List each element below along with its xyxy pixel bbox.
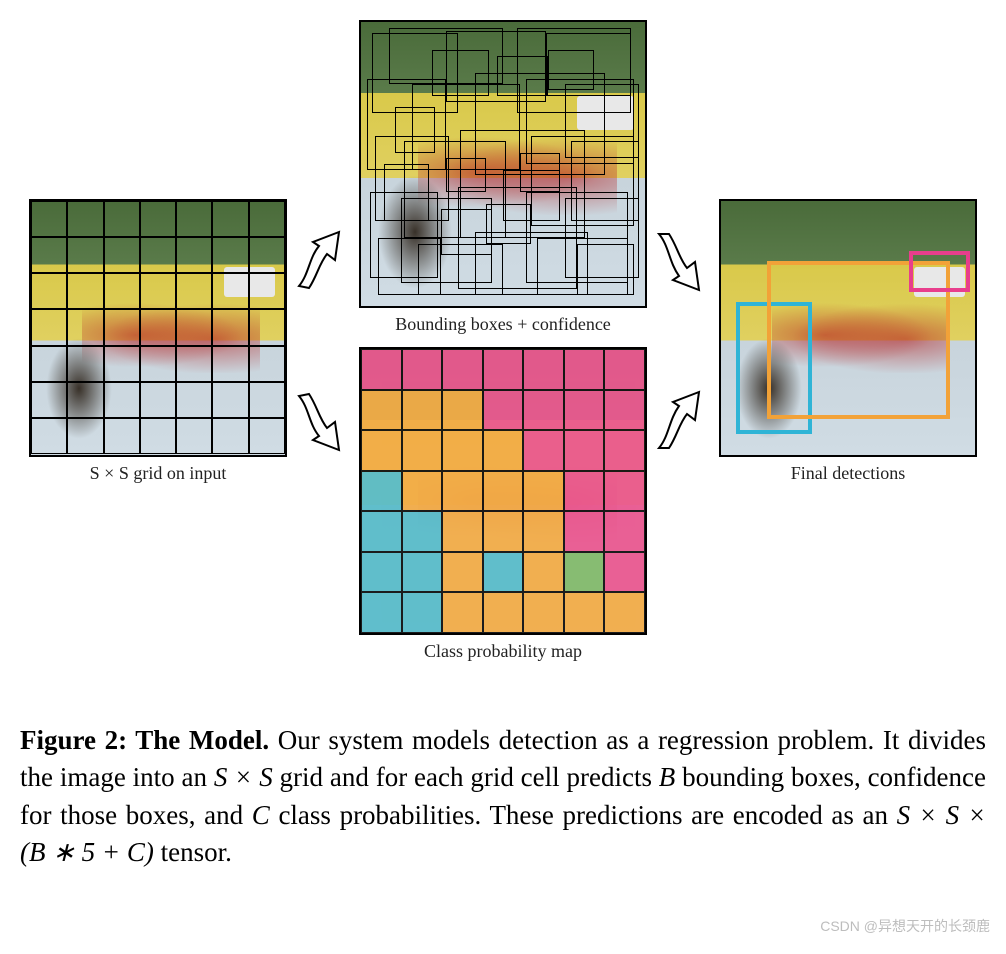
caption-title: The Model. bbox=[135, 725, 269, 755]
caption-math-2: B bbox=[659, 762, 676, 792]
final-label: Final detections bbox=[791, 463, 905, 484]
caption-body-5: tensor. bbox=[154, 837, 232, 867]
panel-classmap: Class probability map bbox=[359, 347, 647, 662]
bboxes-label: Bounding boxes + confidence bbox=[395, 314, 611, 335]
caption-math-1: S × S bbox=[214, 762, 273, 792]
caption-body-4: class probabilities. These predictions a… bbox=[270, 800, 897, 830]
figure-caption: Figure 2: The Model. Our system models d… bbox=[14, 722, 992, 871]
arrow-down-right bbox=[295, 386, 351, 456]
panel-middle: Bounding boxes + confidence Class probab… bbox=[359, 20, 647, 662]
final-detections-overlay bbox=[721, 201, 975, 455]
caption-fig-label: Figure 2: bbox=[20, 725, 127, 755]
classmap-label: Class probability map bbox=[424, 641, 582, 662]
arrows-merge bbox=[655, 226, 711, 456]
arrow-down-merge bbox=[655, 226, 711, 296]
caption-math-3: C bbox=[252, 800, 270, 830]
caption-body-2: grid and for each grid cell predicts bbox=[273, 762, 659, 792]
final-image bbox=[719, 199, 977, 457]
grid-input-image bbox=[29, 199, 287, 457]
classmap-image bbox=[359, 347, 647, 635]
panel-grid-input: S × S grid on input bbox=[29, 199, 287, 484]
bbox-overlay bbox=[361, 22, 645, 306]
panel-bboxes: Bounding boxes + confidence bbox=[359, 20, 647, 335]
grid-overlay bbox=[31, 201, 285, 455]
arrows-split bbox=[295, 226, 351, 456]
watermark: CSDN @异想天开的长颈鹿 bbox=[820, 916, 990, 936]
bboxes-image bbox=[359, 20, 647, 308]
classmap-grid bbox=[361, 349, 645, 633]
detection-car bbox=[909, 251, 970, 292]
figure-row: S × S grid on input Bounding boxes + con… bbox=[14, 20, 992, 662]
arrow-up-merge bbox=[655, 386, 711, 456]
arrow-up-right bbox=[295, 226, 351, 296]
panel-final: Final detections bbox=[719, 199, 977, 484]
grid-input-label: S × S grid on input bbox=[90, 463, 227, 484]
